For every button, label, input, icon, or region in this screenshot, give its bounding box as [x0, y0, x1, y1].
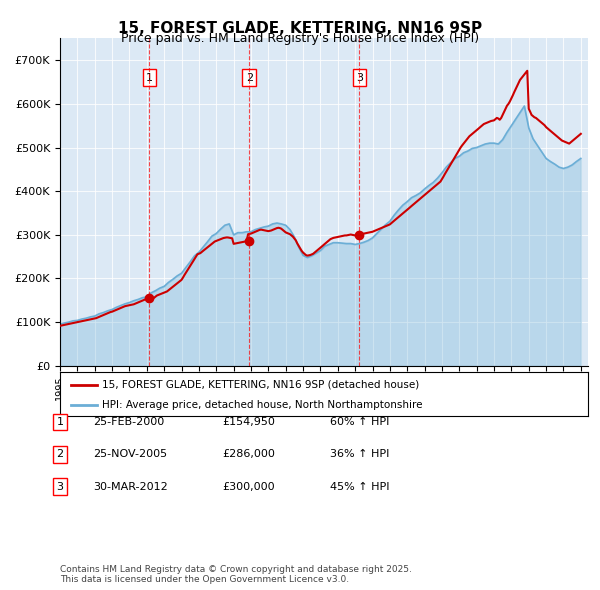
Text: 3: 3 [356, 73, 363, 83]
Text: 25-NOV-2005: 25-NOV-2005 [93, 450, 167, 459]
Text: £154,950: £154,950 [222, 417, 275, 427]
Text: 3: 3 [56, 482, 64, 491]
Text: 2: 2 [245, 73, 253, 83]
Text: £300,000: £300,000 [222, 482, 275, 491]
Text: 1: 1 [146, 73, 153, 83]
Text: 1: 1 [56, 417, 64, 427]
Text: HPI: Average price, detached house, North Northamptonshire: HPI: Average price, detached house, Nort… [102, 400, 423, 410]
Text: 45% ↑ HPI: 45% ↑ HPI [330, 482, 389, 491]
Text: 60% ↑ HPI: 60% ↑ HPI [330, 417, 389, 427]
Text: 30-MAR-2012: 30-MAR-2012 [93, 482, 168, 491]
Text: 15, FOREST GLADE, KETTERING, NN16 9SP: 15, FOREST GLADE, KETTERING, NN16 9SP [118, 21, 482, 35]
Text: 2: 2 [56, 450, 64, 459]
Text: 36% ↑ HPI: 36% ↑ HPI [330, 450, 389, 459]
Text: 15, FOREST GLADE, KETTERING, NN16 9SP (detached house): 15, FOREST GLADE, KETTERING, NN16 9SP (d… [102, 380, 419, 390]
Text: Contains HM Land Registry data © Crown copyright and database right 2025.
This d: Contains HM Land Registry data © Crown c… [60, 565, 412, 584]
Text: Price paid vs. HM Land Registry's House Price Index (HPI): Price paid vs. HM Land Registry's House … [121, 32, 479, 45]
Text: £286,000: £286,000 [222, 450, 275, 459]
Text: 25-FEB-2000: 25-FEB-2000 [93, 417, 164, 427]
